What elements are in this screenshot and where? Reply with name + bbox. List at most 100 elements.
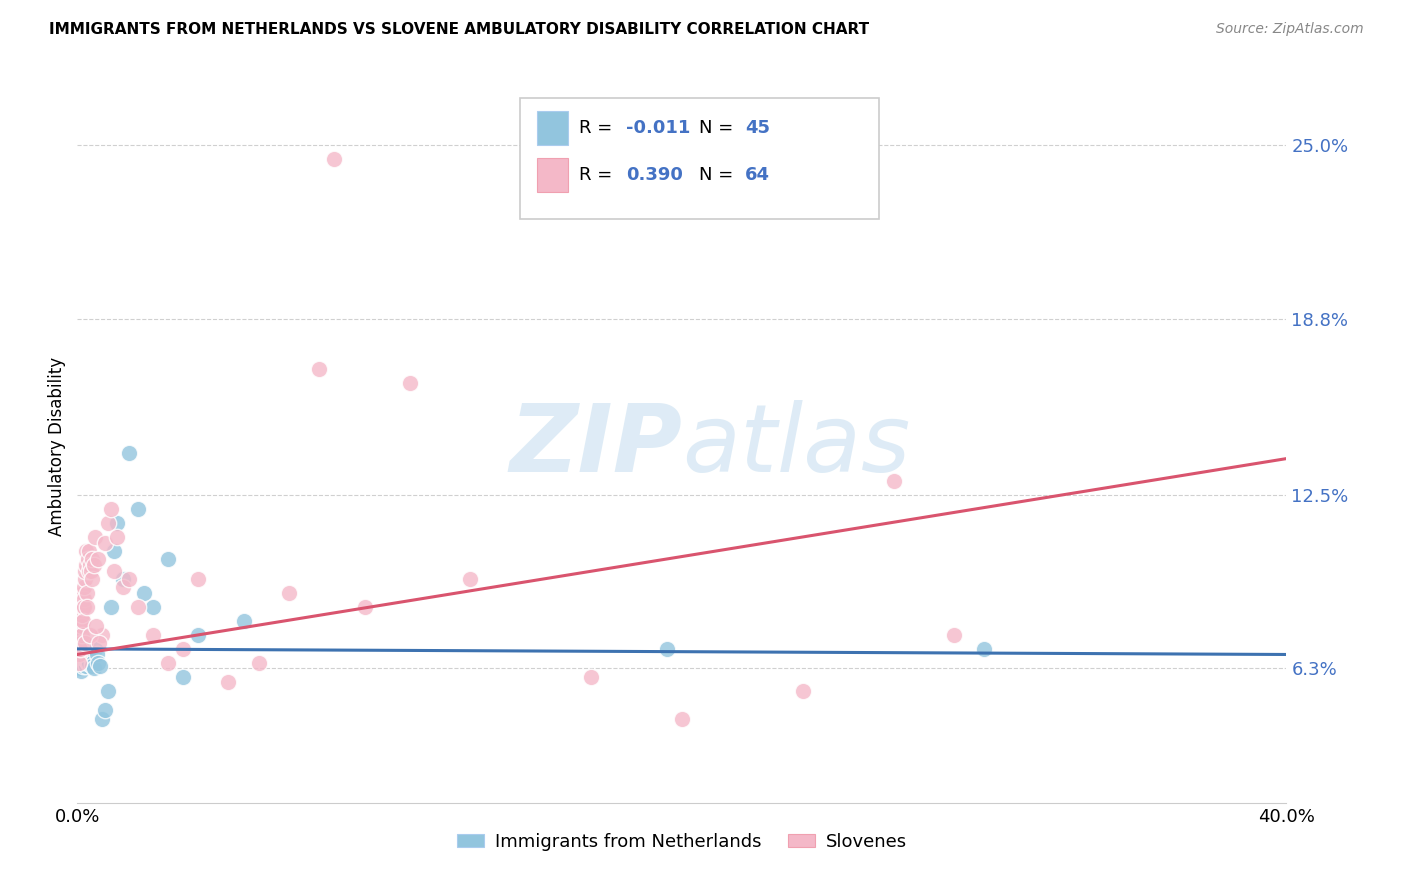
Point (90, 712, 112, 726)
Point (671, 712, 693, 726)
Point (458, 572, 481, 586)
Point (399, 376, 422, 390)
Point (111, 572, 134, 586)
Point (69, 599, 91, 614)
Point (82, 572, 104, 586)
Point (655, 641, 678, 656)
Point (792, 684, 814, 698)
Point (79, 628, 101, 642)
Point (72, 648, 94, 662)
Point (84, 641, 107, 656)
Point (581, 670, 603, 684)
Point (93, 703, 115, 717)
Point (80, 564, 103, 578)
Point (67, 656, 90, 670)
Point (75, 558, 97, 572)
Point (157, 656, 180, 670)
Text: IMMIGRANTS FROM NETHERLANDS VS SLOVENE AMBULATORY DISABILITY CORRELATION CHART: IMMIGRANTS FROM NETHERLANDS VS SLOVENE A… (49, 22, 869, 37)
Point (218, 675, 240, 690)
Point (67, 641, 90, 656)
Point (96, 516, 118, 530)
Point (77, 641, 100, 656)
Point (79, 645, 101, 659)
Point (187, 628, 209, 642)
Text: 0.390: 0.390 (626, 166, 682, 184)
Point (142, 628, 165, 642)
Point (69, 648, 91, 662)
Point (75, 650, 97, 665)
Point (69, 636, 91, 650)
Point (69, 641, 91, 656)
Point (69, 648, 91, 662)
Point (883, 474, 905, 488)
Point (77, 552, 100, 566)
Point (77, 564, 100, 578)
Point (70, 656, 93, 670)
Point (247, 656, 270, 670)
Point (111, 580, 134, 594)
Point (67, 656, 90, 670)
Point (105, 516, 128, 530)
Point (89, 636, 111, 650)
Point (80, 656, 103, 670)
Point (83, 558, 105, 572)
Point (93, 535, 115, 549)
Point (118, 572, 141, 586)
Point (96, 684, 118, 698)
Point (79, 656, 101, 670)
Point (73, 572, 96, 586)
Point (86, 648, 108, 662)
Text: atlas: atlas (682, 401, 910, 491)
Text: 45: 45 (745, 119, 770, 136)
Point (73, 599, 96, 614)
Point (323, 152, 346, 166)
Point (75, 653, 97, 667)
Text: N =: N = (699, 166, 738, 184)
Point (72, 599, 94, 614)
Text: R =: R = (579, 119, 619, 136)
Point (75, 658, 97, 673)
Point (73, 636, 96, 650)
Legend: Immigrants from Netherlands, Slovenes: Immigrants from Netherlands, Slovenes (450, 826, 914, 858)
Point (232, 614, 254, 628)
Point (127, 502, 149, 516)
Point (82, 658, 104, 673)
Point (132, 586, 155, 600)
Point (103, 564, 125, 578)
Point (70, 628, 93, 642)
Point (70, 614, 93, 628)
Point (69, 641, 91, 656)
Point (943, 628, 966, 642)
Point (353, 599, 375, 614)
Point (90, 628, 112, 642)
Point (103, 544, 125, 558)
Point (76, 599, 98, 614)
Point (73, 645, 96, 659)
Point (79, 544, 101, 558)
Point (73, 656, 96, 670)
Point (308, 362, 330, 376)
Point (87, 552, 110, 566)
Point (100, 502, 122, 516)
Text: -0.011: -0.011 (626, 119, 690, 136)
Point (72, 608, 94, 623)
Point (70, 628, 93, 642)
Point (76, 648, 98, 662)
Point (172, 641, 194, 656)
Point (105, 530, 128, 544)
Text: Source: ZipAtlas.com: Source: ZipAtlas.com (1216, 22, 1364, 37)
Point (118, 446, 141, 460)
Point (172, 670, 194, 684)
Point (80, 552, 103, 566)
Point (187, 572, 209, 586)
Point (70, 665, 93, 679)
Point (80, 650, 103, 665)
Point (73, 591, 96, 606)
Point (73, 580, 96, 594)
Point (142, 599, 165, 614)
Point (87, 656, 110, 670)
Point (69, 661, 91, 675)
Point (72, 614, 94, 628)
Text: N =: N = (699, 119, 738, 136)
Point (100, 599, 122, 614)
